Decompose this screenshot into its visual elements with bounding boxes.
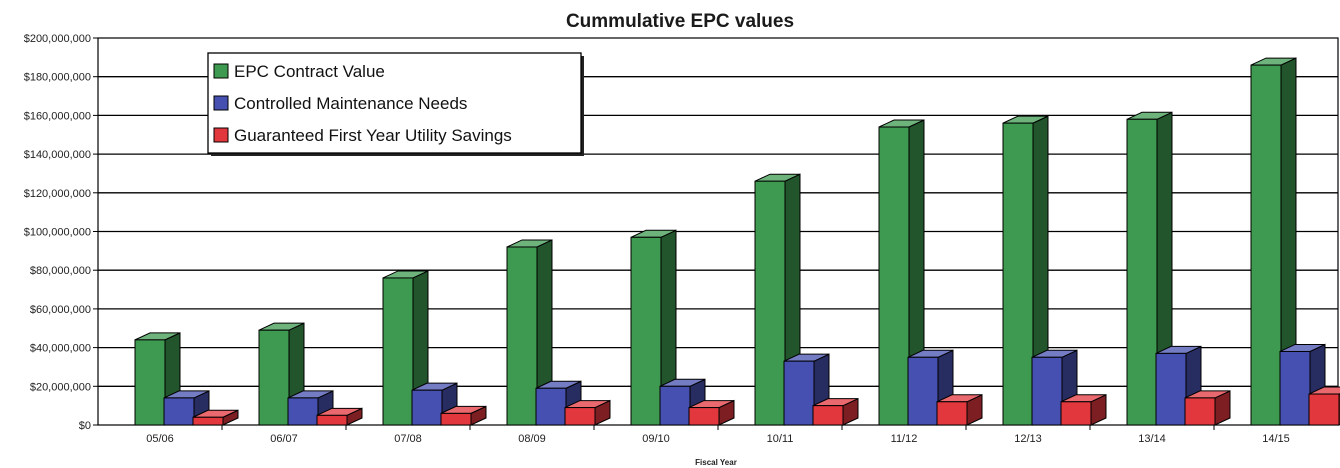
bar (1031, 349, 1078, 426)
x-tick-label: 11/12 (891, 433, 918, 445)
x-tick-label: 05/06 (146, 433, 174, 445)
bar (1002, 115, 1049, 426)
bar (564, 399, 611, 426)
y-axis: $0 $20,000,000 $40,000,000 $60,000,000 $80,0… (24, 33, 98, 432)
y-tick-label: $140,000,000 (24, 149, 91, 161)
x-axis: 05/06 06/07 07/08 08/09 09/10 10/11 11/12 12/13… (146, 425, 1290, 445)
bar-series-group (134, 57, 1340, 426)
bar (812, 397, 859, 426)
y-tick-label: $160,000,000 (24, 110, 91, 122)
legend-swatch (213, 63, 229, 79)
bar (316, 407, 363, 426)
bar (382, 270, 429, 426)
y-tick-label: $100,000,000 (24, 227, 91, 239)
legend-label: Guaranteed First Year Utility Savings (234, 126, 512, 145)
legend-item: Controlled Maintenance Needs (213, 94, 467, 113)
chart-title: Cummulative EPC values (566, 11, 794, 32)
y-tick-label: $20,000,000 (30, 381, 91, 393)
legend-item: Guaranteed First Year Utility Savings (213, 126, 512, 145)
y-tick-label: $60,000,000 (30, 304, 91, 316)
x-tick-label: 14/15 (1262, 433, 1290, 445)
bar (440, 405, 487, 426)
bar (1060, 393, 1107, 426)
legend-label: EPC Contract Value (234, 62, 385, 81)
x-tick-label: 08/09 (518, 433, 546, 445)
y-tick-label: $0 (79, 420, 91, 432)
y-tick-label: $120,000,000 (24, 188, 91, 200)
bar (936, 393, 983, 426)
y-tick-label: $200,000,000 (24, 33, 91, 45)
bar (1184, 390, 1231, 426)
y-tick-label: $80,000,000 (30, 265, 91, 277)
bar (1126, 111, 1173, 426)
y-tick-label: $180,000,000 (24, 72, 91, 84)
legend-swatch (213, 127, 229, 143)
bar (1308, 386, 1340, 426)
bar (506, 239, 553, 426)
bar (688, 399, 735, 426)
legend-label: Controlled Maintenance Needs (234, 94, 467, 113)
bar (878, 119, 925, 426)
x-axis-title: Fiscal Year (695, 458, 737, 467)
legend-swatch (213, 95, 229, 111)
x-tick-label: 13/14 (1138, 433, 1166, 445)
bar (630, 229, 677, 426)
x-tick-label: 07/08 (394, 433, 422, 445)
legend-item: EPC Contract Value (213, 62, 385, 81)
y-tick-label: $40,000,000 (30, 343, 91, 355)
x-tick-label: 10/11 (767, 433, 794, 445)
bar (192, 409, 239, 426)
x-tick-label: 09/10 (642, 433, 670, 445)
legend: EPC Contract Value Controlled Maintenance… (207, 52, 584, 156)
x-tick-label: 12/13 (1014, 433, 1042, 445)
legend-box (207, 52, 582, 154)
x-tick-label: 06/07 (270, 433, 298, 445)
